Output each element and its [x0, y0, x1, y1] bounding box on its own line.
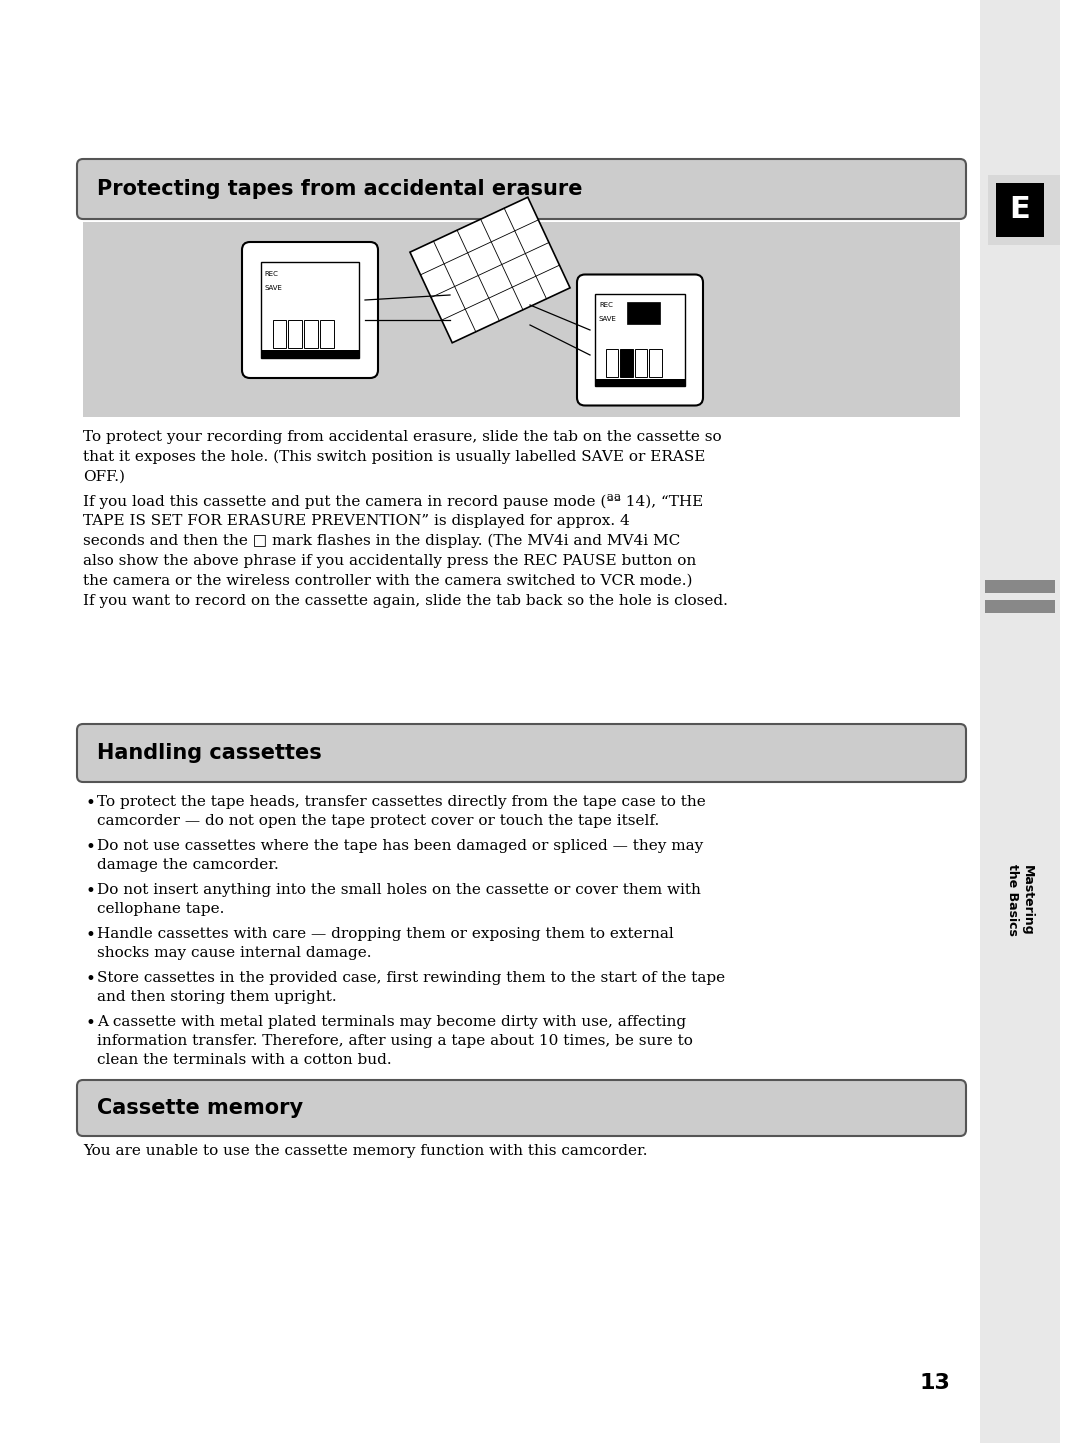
Text: •: •: [85, 1014, 95, 1032]
Bar: [985, 600, 1055, 613]
Text: REC: REC: [265, 270, 279, 277]
Text: •: •: [85, 971, 95, 988]
Text: that it exposes the hole. (This switch position is usually labelled SAVE or ERAS: that it exposes the hole. (This switch p…: [83, 450, 705, 465]
Text: shocks may cause internal damage.: shocks may cause internal damage.: [97, 947, 372, 960]
Bar: [320, 319, 334, 348]
Text: Protecting tapes from accidental erasure: Protecting tapes from accidental erasure: [97, 179, 582, 199]
Text: •: •: [85, 883, 95, 900]
Text: If you load this cassette and put the camera in record pause mode (ªª 14), “THE: If you load this cassette and put the ca…: [83, 494, 703, 509]
Bar: [649, 349, 662, 377]
Bar: [260, 351, 360, 358]
Text: OFF.): OFF.): [83, 470, 125, 483]
Text: If you want to record on the cassette again, slide the tab back so the hole is c: If you want to record on the cassette ag…: [83, 595, 728, 608]
Bar: [595, 378, 685, 385]
Bar: [980, 0, 1059, 1443]
Bar: [83, 222, 960, 417]
Bar: [635, 349, 647, 377]
Text: REC: REC: [599, 302, 612, 307]
Text: Handling cassettes: Handling cassettes: [97, 743, 322, 763]
Bar: [288, 319, 302, 348]
Text: To protect your recording from accidental erasure, slide the tab on the cassette: To protect your recording from accidenta…: [83, 430, 721, 444]
Text: •: •: [85, 795, 95, 812]
Bar: [260, 263, 360, 358]
Text: clean the terminals with a cotton bud.: clean the terminals with a cotton bud.: [97, 1053, 392, 1066]
Text: TAPE IS SET FOR ERASURE PREVENTION” is displayed for approx. 4: TAPE IS SET FOR ERASURE PREVENTION” is d…: [83, 514, 630, 528]
Text: seconds and then the □ mark flashes in the display. (The MV4i and MV4i MC: seconds and then the □ mark flashes in t…: [83, 534, 680, 548]
Text: E: E: [1010, 195, 1030, 225]
Text: information transfer. Therefore, after using a tape about 10 times, be sure to: information transfer. Therefore, after u…: [97, 1035, 693, 1048]
Text: A cassette with metal plated terminals may become dirty with use, affecting: A cassette with metal plated terminals m…: [97, 1014, 686, 1029]
Bar: [606, 349, 619, 377]
Text: SAVE: SAVE: [265, 284, 283, 291]
Bar: [627, 302, 660, 325]
Text: •: •: [85, 838, 95, 856]
Text: damage the camcorder.: damage the camcorder.: [97, 859, 279, 872]
FancyBboxPatch shape: [77, 1079, 966, 1136]
Text: SAVE: SAVE: [599, 316, 617, 322]
Bar: [996, 183, 1044, 237]
Text: Do not insert anything into the small holes on the cassette or cover them with: Do not insert anything into the small ho…: [97, 883, 701, 898]
Text: You are unable to use the cassette memory function with this camcorder.: You are unable to use the cassette memor…: [83, 1144, 648, 1157]
Text: To protect the tape heads, transfer cassettes directly from the tape case to the: To protect the tape heads, transfer cass…: [97, 795, 705, 810]
Bar: [305, 319, 318, 348]
Text: also show the above phrase if you accidentally press the REC PAUSE button on: also show the above phrase if you accide…: [83, 554, 697, 569]
Text: camcorder — do not open the tape protect cover or touch the tape itself.: camcorder — do not open the tape protect…: [97, 814, 659, 828]
Text: Cassette memory: Cassette memory: [97, 1098, 303, 1118]
Text: Store cassettes in the provided case, first rewinding them to the start of the t: Store cassettes in the provided case, fi…: [97, 971, 725, 986]
Text: cellophane tape.: cellophane tape.: [97, 902, 225, 916]
Bar: [985, 580, 1055, 593]
FancyBboxPatch shape: [242, 242, 378, 378]
Polygon shape: [410, 198, 570, 343]
Text: •: •: [85, 926, 95, 944]
Text: 13: 13: [919, 1372, 950, 1392]
Bar: [620, 349, 633, 377]
Text: the camera or the wireless controller with the camera switched to VCR mode.): the camera or the wireless controller wi…: [83, 574, 692, 587]
Bar: [272, 319, 286, 348]
Text: Handle cassettes with care — dropping them or exposing them to external: Handle cassettes with care — dropping th…: [97, 926, 674, 941]
Bar: [595, 294, 685, 385]
Text: Do not use cassettes where the tape has been damaged or spliced — they may: Do not use cassettes where the tape has …: [97, 838, 703, 853]
FancyBboxPatch shape: [77, 159, 966, 219]
FancyBboxPatch shape: [77, 724, 966, 782]
FancyBboxPatch shape: [577, 274, 703, 405]
Text: and then storing them upright.: and then storing them upright.: [97, 990, 337, 1004]
Bar: [988, 175, 1059, 245]
Text: Mastering
the Basics: Mastering the Basics: [1005, 864, 1034, 937]
